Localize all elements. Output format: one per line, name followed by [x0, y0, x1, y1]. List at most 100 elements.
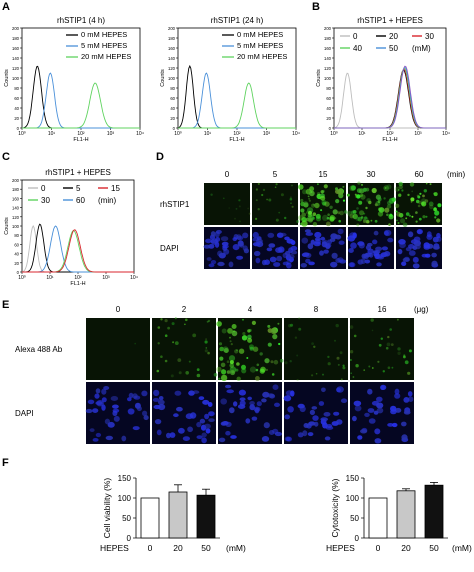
micro-d-green-speck: [317, 183, 319, 186]
hist-a1-ylabel: Counts: [4, 69, 10, 87]
hist-c-ytick-label: 80: [14, 233, 19, 238]
micro-e-nucleus: [169, 432, 176, 438]
micro-e-row-label: Alexa 488 Ab: [15, 345, 63, 354]
micro-e-nucleus: [95, 432, 102, 438]
micro-e-green-speck: [174, 317, 177, 320]
hist-b-title: rhSTIP1 + HEPES: [357, 16, 423, 25]
bar-f2-ytick-label: 50: [350, 514, 359, 523]
micro-d-nucleus: [383, 251, 391, 257]
micro-d-nucleus: [337, 228, 344, 235]
micro-d-green-speck: [357, 181, 361, 185]
hist-c-legend-label: 60: [76, 196, 85, 205]
micro-d-green-speck: [290, 196, 292, 199]
micro-d-nucleus: [278, 246, 285, 253]
micro-d-nucleus: [286, 262, 292, 269]
micro-e-green-speck: [403, 355, 406, 359]
micro-d-nucleus: [431, 260, 438, 267]
micro-e-row-label: DAPI: [15, 409, 34, 418]
hist-b-xtick-label: 10⁰: [330, 131, 338, 137]
bar-f2-xaxis-label: HEPES: [326, 543, 355, 553]
hist-a2-ytick-label: 160: [168, 46, 176, 51]
micro-d-green-cell: [204, 183, 250, 225]
micro-d-nucleus: [338, 240, 345, 245]
micro-d-green-speck: [315, 216, 322, 222]
micro-d-green-speck: [257, 182, 260, 185]
hist-a2-xtick-label: 10⁴: [292, 131, 300, 137]
micro-e-unit-label: (μg): [414, 305, 429, 314]
micro-e-green-speck: [386, 342, 391, 347]
micro-e-green-speck: [160, 355, 163, 359]
micro-e-nucleus: [249, 401, 255, 406]
micro-d-nucleus: [321, 241, 328, 248]
micro-d-green-speck: [356, 207, 359, 210]
micro-e-nucleus: [309, 409, 315, 416]
hist-c-xtick-label: 10³: [102, 275, 110, 281]
micro-e-nucleus: [153, 389, 160, 397]
micro-d-green-speck: [291, 184, 293, 187]
micro-d-green-speck: [396, 219, 398, 222]
micro-d-green-speck: [274, 186, 277, 188]
microscopy-grid-d: 0 5 15 30 60 (min) rhSTIP1 DAPI: [160, 170, 466, 269]
micro-d-green-speck: [418, 217, 422, 221]
histogram-c: 0 20 40 60 80 100 120 140 160 180 200 10⁰ 10¹ 10² 10³ 1…: [4, 168, 138, 287]
micro-e-nucleus: [141, 390, 148, 397]
micro-e-green-speck: [241, 364, 246, 370]
micro-d-green-speck: [302, 189, 307, 195]
microscopy-grid-e: 0 2 4 8 16 (μg) Alexa 488 Ab DAPI: [15, 305, 429, 444]
micro-d-nucleus: [412, 256, 419, 263]
micro-e-nucleus: [284, 414, 291, 420]
micro-d-nucleus: [276, 255, 283, 262]
micro-e-green-speck: [273, 359, 279, 365]
micro-e-nucleus: [387, 423, 394, 427]
micro-d-nucleus: [431, 252, 437, 258]
micro-e-green-speck: [350, 359, 352, 361]
micro-d-green-speck: [338, 219, 342, 223]
hist-b-ytick-label: 0: [329, 126, 332, 131]
micro-d-green-speck: [349, 185, 356, 192]
micro-d-green-speck: [398, 181, 403, 187]
micro-d-row-label: DAPI: [160, 244, 179, 253]
micro-e-nucleus: [403, 397, 410, 403]
micro-e-green-speck: [164, 334, 168, 338]
micro-e-green-speck: [230, 343, 233, 346]
hist-c-ytick-label: 120: [12, 215, 20, 220]
hist-b-ytick-label: 40: [326, 106, 331, 111]
micro-d-nucleus: [217, 250, 223, 257]
micro-e-green-speck: [216, 366, 222, 373]
hist-b-xtick-label: 10³: [414, 131, 422, 137]
bar-f1-xunit: (mM): [226, 543, 246, 553]
micro-d-nucleus: [352, 232, 357, 239]
micro-d-nucleus: [363, 253, 370, 259]
bar-f2-ylabel: Cytotoxicity (%): [330, 478, 340, 537]
micro-d-green-speck: [352, 213, 358, 220]
hist-a1-ytick-label: 0: [17, 126, 20, 131]
micro-d-green-speck: [358, 200, 363, 205]
micro-e-nucleus: [407, 391, 413, 397]
micro-d-nucleus: [236, 234, 242, 240]
micro-e-green-speck: [218, 342, 223, 346]
micro-d-green-speck: [300, 198, 304, 203]
micro-d-green-speck: [290, 202, 292, 204]
micro-d-green-speck: [337, 211, 341, 215]
micro-e-green-speck: [207, 351, 210, 355]
micro-e-nucleus: [110, 396, 119, 401]
micro-d-nucleus: [267, 232, 275, 238]
micro-e-nucleus: [205, 428, 211, 434]
micro-e-nucleus: [128, 392, 134, 399]
micro-e-nucleus: [352, 415, 357, 422]
hist-c-title: rhSTIP1 + HEPES: [45, 168, 111, 177]
micro-e-nucleus: [249, 404, 255, 411]
micro-d-green-speck: [434, 210, 440, 216]
micro-d-nucleus: [314, 238, 321, 245]
micro-e-nucleus: [196, 421, 202, 428]
bar-chart-cell-viability: 0 50 100 150 Cell viability (%) 0 20 50 HEPES (mM…: [100, 474, 246, 553]
micro-d-nucleus: [243, 248, 249, 254]
bar-f1-category-label: 20: [173, 543, 183, 553]
hist-c-legend-label: 0: [41, 184, 46, 193]
micro-d-green-speck: [424, 199, 429, 203]
micro-d-nucleus: [254, 250, 261, 257]
micro-d-green-speck: [315, 213, 321, 219]
micro-e-green-speck: [408, 349, 412, 353]
micro-d-green-speck: [429, 183, 432, 186]
